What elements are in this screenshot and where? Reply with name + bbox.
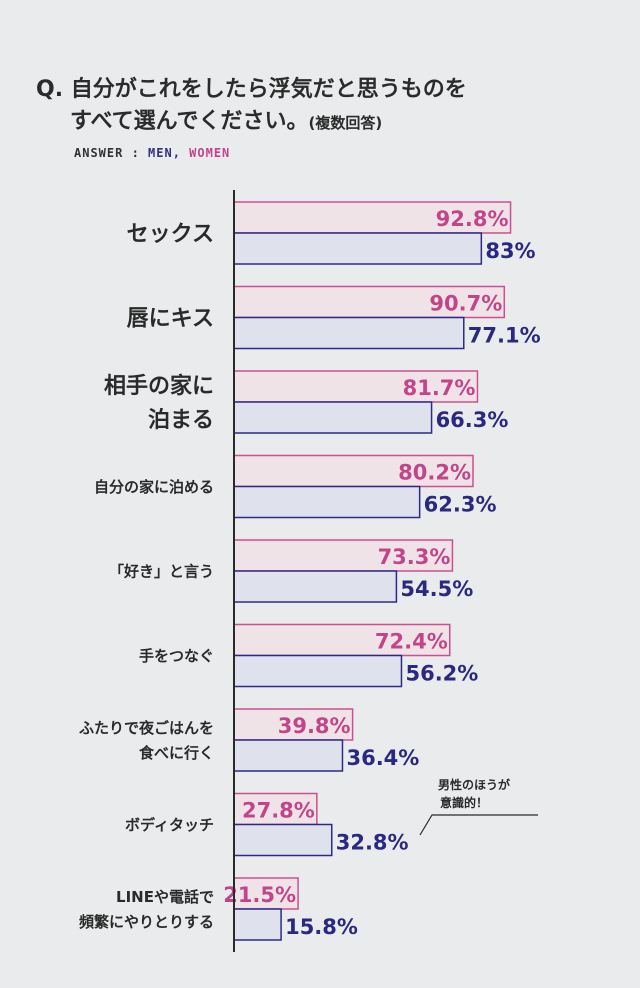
- annotation-callout: 男性のほうが 意識的！: [438, 776, 510, 812]
- bar-women: [233, 454, 474, 488]
- question-prefix: Q.: [36, 77, 64, 102]
- data-label-men: 56.2%: [405, 662, 478, 686]
- bar-men: [233, 570, 398, 603]
- category-label: 唇にキス: [127, 306, 214, 331]
- data-label-women: 81.7%: [403, 376, 476, 400]
- data-label-women: 39.8%: [278, 714, 351, 738]
- category-label: 自分の家に泊める: [94, 478, 214, 496]
- question-line-2: すべて選んでください。: [70, 108, 309, 134]
- data-label-women: 92.8%: [436, 207, 509, 231]
- category-label: 相手の家に: [104, 373, 214, 399]
- bar-men: [233, 908, 282, 941]
- category-label: LINEや電話で: [116, 888, 214, 906]
- bar-men: [233, 316, 465, 350]
- category-label: 泊まる: [148, 408, 214, 433]
- legend-men: MEN,: [148, 146, 181, 160]
- bar-men: [233, 654, 403, 688]
- data-label-men: 54.5%: [400, 577, 473, 601]
- legend-prefix: ANSWER :: [74, 146, 149, 160]
- bar-men: [233, 739, 344, 772]
- bar-women: [233, 201, 512, 234]
- legend: ANSWER : MEN, WOMEN: [74, 146, 230, 160]
- data-label-men: 32.8%: [336, 831, 409, 855]
- annotation-line-2: 意識的！: [440, 796, 489, 810]
- data-label-men: 15.8%: [285, 915, 358, 939]
- legend-women: WOMEN: [180, 146, 231, 160]
- category-label: ふたりで夜ごはんを: [79, 719, 214, 737]
- annotation-line-1: 男性のほうが: [438, 778, 511, 792]
- data-label-women: 21.5%: [223, 883, 296, 907]
- chart-title: Q. 自分がこれをしたら浮気だと思うものを すべて選んでください。(複数回答): [36, 74, 467, 138]
- question-note: (複数回答): [308, 113, 383, 132]
- data-label-men: 66.3%: [436, 408, 509, 432]
- annotation-pointer: [419, 814, 538, 836]
- bar-women: [233, 792, 318, 826]
- category-label: 手をつなぐ: [139, 647, 214, 665]
- bar-women: [233, 370, 479, 403]
- data-label-women: 80.2%: [398, 461, 471, 485]
- category-label: 食べに行く: [139, 744, 214, 762]
- bar-men: [233, 485, 421, 519]
- bar-men: [233, 232, 483, 265]
- data-label-men: 77.1%: [468, 324, 541, 348]
- data-label-women: 73.3%: [378, 545, 451, 569]
- category-label: 頻繁にやりとりする: [79, 913, 214, 931]
- data-label-men: 62.3%: [424, 493, 497, 517]
- data-label-women: 72.4%: [375, 630, 448, 654]
- category-label: 「好き」と言う: [109, 562, 214, 580]
- bar-women: [233, 623, 451, 657]
- data-label-men: 36.4%: [346, 746, 419, 770]
- category-label: セックス: [127, 222, 214, 247]
- bar-men: [233, 401, 433, 434]
- data-label-women: 27.8%: [242, 799, 315, 823]
- bar-women: [233, 539, 454, 572]
- data-label-women: 90.7%: [429, 292, 502, 316]
- bar-men: [233, 823, 333, 857]
- question-line-1: 自分がこれをしたら浮気だと思うものを: [70, 77, 467, 102]
- data-label-men: 83%: [485, 239, 535, 263]
- category-label: ボディタッチ: [125, 816, 214, 834]
